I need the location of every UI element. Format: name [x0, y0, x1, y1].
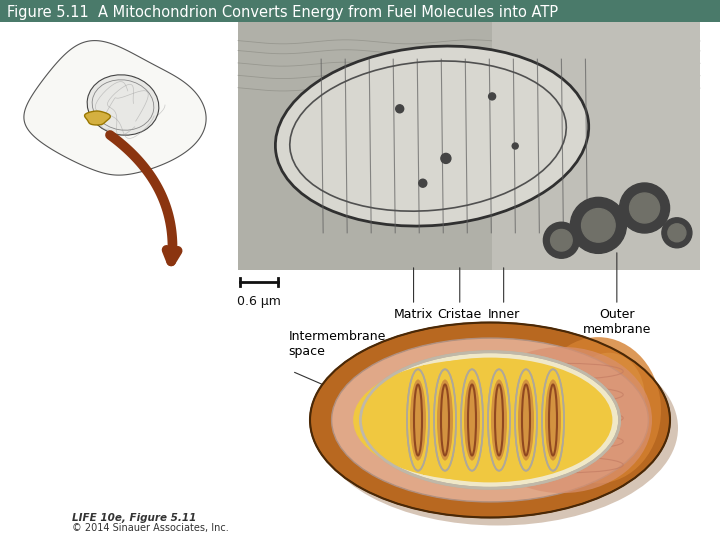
Circle shape — [441, 153, 451, 164]
Text: LIFE 10e, Figure 5.11: LIFE 10e, Figure 5.11 — [72, 513, 197, 523]
Bar — [423, 366, 440, 475]
Circle shape — [419, 179, 427, 187]
Ellipse shape — [542, 369, 564, 471]
Bar — [450, 366, 467, 475]
Circle shape — [629, 193, 660, 223]
Ellipse shape — [410, 380, 426, 461]
Text: 0.6 μm: 0.6 μm — [237, 295, 281, 308]
Circle shape — [668, 224, 686, 242]
Circle shape — [662, 218, 692, 248]
Text: © 2014 Sinauer Associates, Inc.: © 2014 Sinauer Associates, Inc. — [72, 523, 229, 533]
Ellipse shape — [318, 330, 678, 525]
Bar — [504, 366, 521, 475]
Circle shape — [551, 230, 572, 251]
Bar — [477, 366, 494, 475]
Ellipse shape — [464, 380, 480, 461]
Ellipse shape — [491, 380, 507, 461]
Ellipse shape — [87, 75, 159, 135]
Ellipse shape — [434, 369, 456, 471]
Ellipse shape — [461, 369, 483, 471]
Ellipse shape — [407, 369, 429, 471]
Circle shape — [619, 183, 670, 233]
Ellipse shape — [488, 369, 510, 471]
Ellipse shape — [573, 353, 645, 441]
Bar — [531, 366, 548, 475]
Ellipse shape — [535, 337, 661, 483]
Ellipse shape — [354, 360, 598, 481]
Ellipse shape — [368, 357, 613, 482]
Text: Cristae: Cristae — [438, 308, 482, 321]
Circle shape — [582, 208, 615, 242]
Circle shape — [570, 197, 626, 253]
Ellipse shape — [472, 347, 652, 493]
Bar — [238, 22, 700, 270]
Ellipse shape — [310, 322, 670, 517]
Ellipse shape — [518, 380, 534, 461]
Ellipse shape — [437, 380, 453, 461]
Ellipse shape — [275, 46, 589, 226]
Circle shape — [544, 222, 580, 258]
Ellipse shape — [332, 338, 649, 502]
Text: Intermembrane
space: Intermembrane space — [289, 329, 386, 357]
Polygon shape — [84, 111, 110, 125]
Circle shape — [512, 143, 518, 149]
Ellipse shape — [361, 352, 620, 488]
Ellipse shape — [515, 369, 537, 471]
Text: Inner
membrane: Inner membrane — [469, 308, 538, 336]
Text: Outer
membrane: Outer membrane — [582, 308, 651, 336]
Bar — [0, 0, 720, 22]
Bar — [492, 22, 700, 270]
Polygon shape — [24, 40, 206, 175]
Ellipse shape — [545, 380, 561, 461]
Text: Matrix: Matrix — [394, 308, 433, 321]
Circle shape — [396, 105, 404, 113]
Circle shape — [489, 93, 495, 100]
Text: Figure 5.11  A Mitochondrion Converts Energy from Fuel Molecules into ATP: Figure 5.11 A Mitochondrion Converts Ene… — [7, 5, 558, 21]
